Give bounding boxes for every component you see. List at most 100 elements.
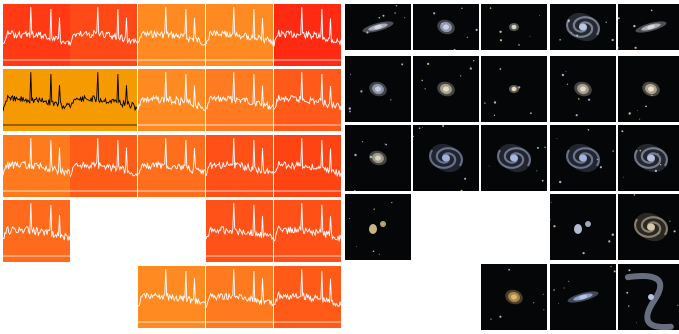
background-star: [563, 287, 565, 289]
background-star: [442, 125, 445, 127]
galaxy-spiral: [633, 143, 669, 173]
spectrum-line: [138, 269, 205, 307]
background-star: [628, 269, 631, 272]
background-star: [508, 268, 511, 271]
galaxy-thumbnail: [481, 56, 547, 122]
background-star: [353, 190, 356, 191]
spectrum-line: [3, 7, 70, 46]
background-star: [565, 71, 567, 73]
galaxy-thumbnail: [618, 4, 679, 50]
galaxy-spiral: [496, 143, 532, 173]
spectrum-cell: [3, 4, 70, 66]
background-star: [473, 60, 475, 62]
background-star: [544, 146, 546, 148]
background-star: [361, 141, 363, 143]
background-star: [366, 31, 369, 34]
spectrum-line: [138, 72, 205, 112]
galaxy-thumbnail: [345, 56, 411, 122]
spectrum-cell: [274, 4, 341, 66]
background-star: [484, 102, 486, 104]
background-star: [533, 302, 535, 304]
spectrum-cell: [70, 69, 137, 131]
galaxy-elliptical: [642, 81, 660, 97]
galaxy-thumbnail: [481, 4, 547, 50]
galaxy-thumbnail: [618, 125, 679, 191]
background-star: [469, 67, 472, 70]
galaxy-elliptical: [369, 81, 387, 97]
background-star: [401, 63, 404, 66]
spectrum-line: [70, 138, 137, 178]
background-star: [489, 7, 492, 9]
background-star: [659, 164, 662, 166]
background-star: [608, 240, 611, 243]
background-star: [460, 189, 463, 191]
background-star: [490, 318, 492, 320]
background-star: [669, 220, 671, 222]
background-star: [378, 16, 381, 19]
spectrum-cell: [206, 200, 273, 262]
background-star: [654, 169, 658, 173]
spectrum-line: [206, 269, 273, 308]
background-star: [421, 79, 423, 82]
galaxy-elliptical: [369, 150, 387, 166]
spectrum-cell: [70, 135, 137, 197]
spectrum-cell: [206, 69, 273, 131]
background-star: [559, 39, 561, 41]
galaxy-thumbnail: [481, 125, 547, 191]
background-star: [596, 158, 599, 161]
galaxy-elliptical: [505, 289, 523, 305]
spectrum-line: [274, 72, 341, 111]
background-star: [404, 17, 406, 19]
spectrum-cell: [138, 4, 205, 66]
galaxy-thumbnail: [550, 264, 616, 330]
galaxy-spiral: [565, 12, 601, 42]
spectrum-line: [3, 203, 70, 241]
galaxy-compact: [509, 85, 519, 93]
background-star: [354, 153, 357, 157]
background-star: [553, 289, 555, 291]
background-star: [395, 5, 398, 7]
galaxy-thumbnail: [345, 125, 411, 191]
background-star: [566, 83, 569, 85]
background-star: [618, 17, 620, 20]
background-star: [543, 309, 545, 311]
background-star: [530, 112, 532, 115]
background-star: [539, 15, 540, 16]
background-star: [605, 21, 607, 23]
galaxy-thumbnail: [345, 4, 411, 50]
background-star: [421, 127, 423, 128]
spectrum-cell: [70, 4, 137, 66]
background-star: [628, 305, 630, 307]
spectrum-cell: [138, 69, 205, 131]
spectrum-line: [138, 7, 205, 46]
background-star: [518, 44, 520, 46]
background-star: [427, 62, 430, 65]
background-star: [466, 36, 468, 38]
background-star: [568, 280, 570, 282]
background-star: [464, 177, 467, 180]
background-star: [493, 114, 496, 116]
background-star: [536, 146, 539, 149]
background-star: [453, 48, 456, 50]
background-star: [384, 143, 386, 145]
background-star: [348, 107, 351, 110]
spectrum-cell: [3, 135, 70, 197]
galaxy-edge-on: [567, 291, 599, 303]
galaxy-thumbnail: [345, 194, 411, 260]
background-star: [385, 143, 387, 146]
background-star: [553, 225, 556, 228]
spectrum-line: [3, 138, 70, 177]
background-star: [424, 88, 426, 90]
background-star: [541, 179, 544, 182]
background-star: [499, 68, 502, 70]
background-star: [349, 218, 350, 220]
background-star: [677, 304, 679, 306]
galaxy-compact: [509, 23, 519, 31]
spectrum-line: [274, 138, 341, 178]
background-star: [559, 180, 562, 184]
background-star: [575, 114, 578, 117]
background-star: [475, 28, 478, 31]
background-star: [499, 30, 502, 33]
galaxy-thumbnail: [550, 194, 616, 260]
background-star: [636, 322, 637, 324]
